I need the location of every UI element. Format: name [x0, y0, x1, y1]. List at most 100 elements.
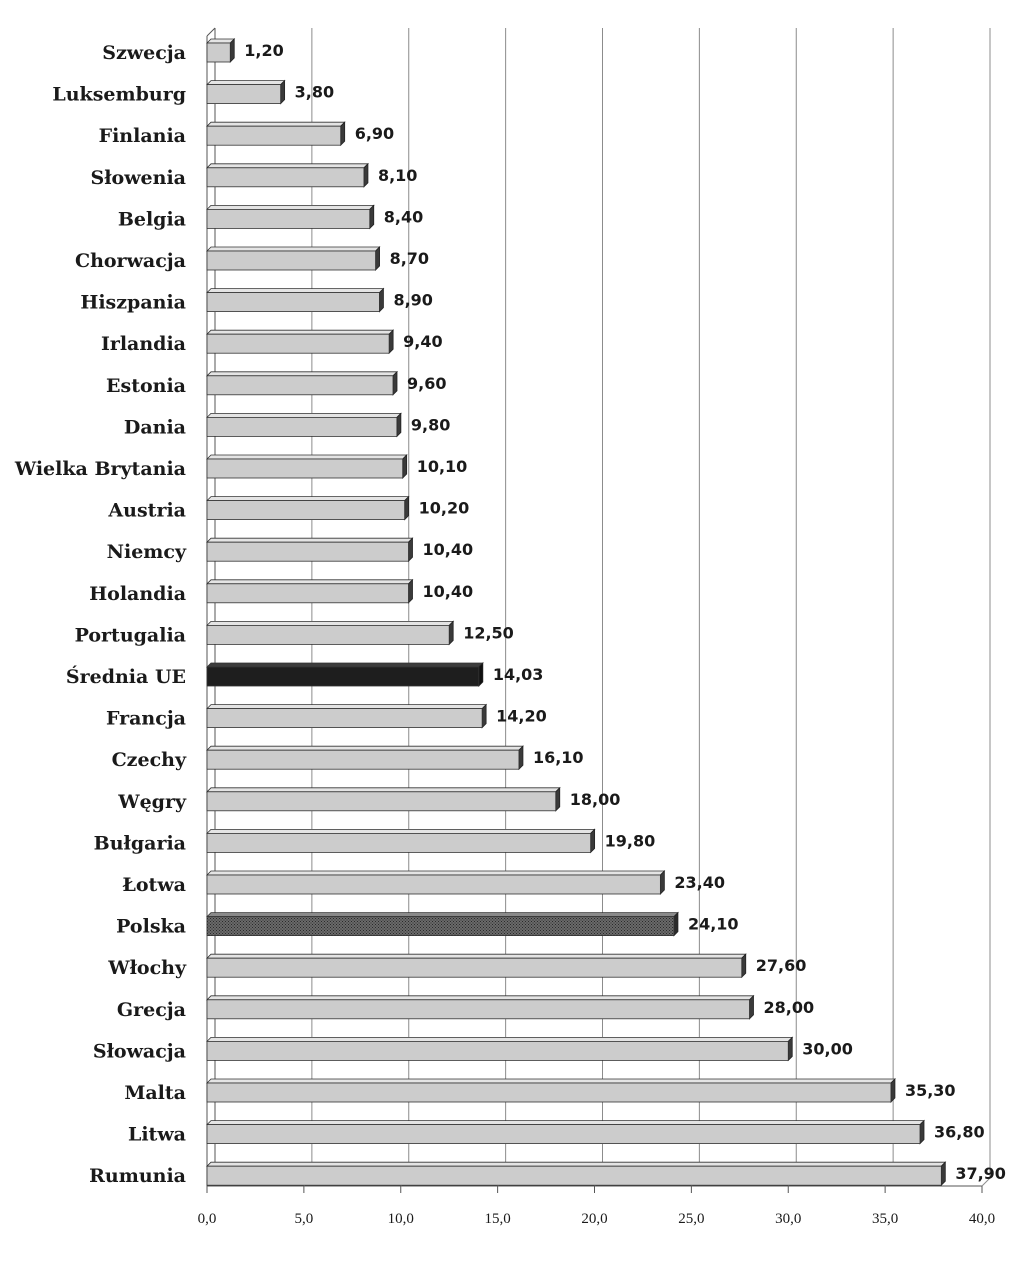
x-tick-label: 10,0 — [388, 1211, 414, 1227]
bar — [206, 412, 402, 438]
bar — [206, 1036, 794, 1062]
bar-front — [206, 666, 480, 687]
bar-front — [206, 749, 520, 770]
category-label: Chorwacja — [75, 250, 186, 272]
bar-side — [369, 204, 375, 230]
value-label: 36,80 — [934, 1123, 985, 1142]
category-label: Luksemburg — [52, 84, 186, 106]
bar-top — [206, 1078, 896, 1084]
bar — [206, 620, 455, 646]
bar-top — [206, 121, 346, 127]
bar-top — [206, 912, 679, 917]
value-label: 9,60 — [407, 374, 446, 393]
bar-top — [206, 412, 402, 418]
bar-front — [206, 583, 409, 604]
bar — [206, 786, 561, 812]
bar-side — [590, 828, 596, 854]
bar-top — [206, 496, 410, 502]
value-label: 8,10 — [378, 166, 417, 185]
bar-top — [206, 1161, 947, 1167]
bar-top — [206, 1037, 794, 1042]
value-label: 24,10 — [688, 915, 739, 934]
value-label: 9,80 — [411, 415, 450, 434]
category-label: Estonia — [106, 375, 186, 397]
category-label: Grecja — [117, 999, 186, 1021]
bar — [206, 870, 666, 895]
bar-top — [206, 662, 484, 668]
bar-side — [741, 953, 747, 979]
category-label: Belgia — [118, 208, 186, 230]
bar-top — [206, 829, 596, 834]
value-label: 12,50 — [463, 623, 514, 642]
value-label: 16,10 — [533, 748, 584, 767]
bar — [206, 1078, 896, 1103]
bar — [206, 994, 755, 1020]
bar-side — [404, 495, 410, 521]
x-tick-label: 30,0 — [775, 1211, 801, 1227]
bar-side — [229, 38, 235, 63]
bar-front — [206, 957, 743, 978]
bar — [206, 162, 369, 188]
category-label: Litwa — [128, 1124, 186, 1146]
bar-front — [206, 999, 750, 1020]
x-tick-label: 5,0 — [295, 1211, 314, 1227]
bar-top — [206, 204, 375, 210]
category-label: Polska — [116, 916, 186, 938]
bar-front — [206, 1124, 921, 1144]
bar-front — [206, 625, 450, 645]
bar-side — [375, 246, 380, 271]
bar — [206, 79, 286, 105]
value-label: 8,40 — [384, 207, 423, 226]
bar — [206, 454, 408, 479]
bar-top — [206, 704, 488, 709]
axis-top-corner — [206, 27, 216, 37]
bar-front — [206, 1082, 892, 1103]
bar-front — [206, 125, 342, 146]
bar-front — [206, 250, 376, 271]
value-label: 9,40 — [403, 332, 442, 351]
bar-front — [206, 708, 483, 728]
category-label: Szwecja — [102, 42, 186, 64]
bar-front — [206, 833, 592, 853]
bar-top — [206, 745, 524, 751]
bar-side — [481, 703, 487, 729]
bar-front — [206, 292, 380, 313]
value-label: 18,00 — [570, 790, 621, 809]
value-label: 10,40 — [423, 582, 474, 601]
bar — [206, 38, 236, 63]
value-label: 30,00 — [802, 1039, 853, 1058]
value-label: 23,40 — [674, 873, 725, 892]
bar-side — [919, 1119, 925, 1145]
category-label: Słowenia — [91, 167, 187, 189]
x-tick-label: 0,0 — [198, 1211, 217, 1227]
bar-side — [396, 412, 402, 438]
x-tick-label: 35,0 — [872, 1211, 898, 1227]
bar-top — [206, 995, 755, 1001]
bar-top — [206, 537, 414, 543]
bar-front — [206, 333, 390, 354]
bar-top — [206, 246, 381, 252]
bar-side — [402, 454, 408, 479]
value-label: 3,80 — [295, 83, 334, 102]
bar — [206, 745, 524, 771]
category-label: Węgry — [117, 791, 187, 813]
category-label: Finlania — [99, 125, 186, 147]
bar-side — [408, 537, 413, 563]
bar — [206, 329, 395, 355]
value-label: 6,90 — [355, 124, 394, 143]
bar-front — [206, 1041, 789, 1061]
bar — [206, 703, 488, 729]
value-label: 8,90 — [393, 291, 432, 310]
category-label: Malta — [124, 1082, 186, 1104]
value-label: 19,80 — [605, 831, 656, 850]
bar-front — [206, 1165, 942, 1186]
value-label: 37,90 — [955, 1164, 1006, 1183]
x-tick-label: 40,0 — [969, 1211, 995, 1227]
category-label: Włochy — [107, 957, 187, 979]
bar — [206, 578, 414, 604]
bar-top — [206, 1120, 925, 1125]
category-label: Holandia — [89, 583, 186, 605]
bar-top — [206, 621, 455, 626]
bar-side — [890, 1078, 896, 1103]
